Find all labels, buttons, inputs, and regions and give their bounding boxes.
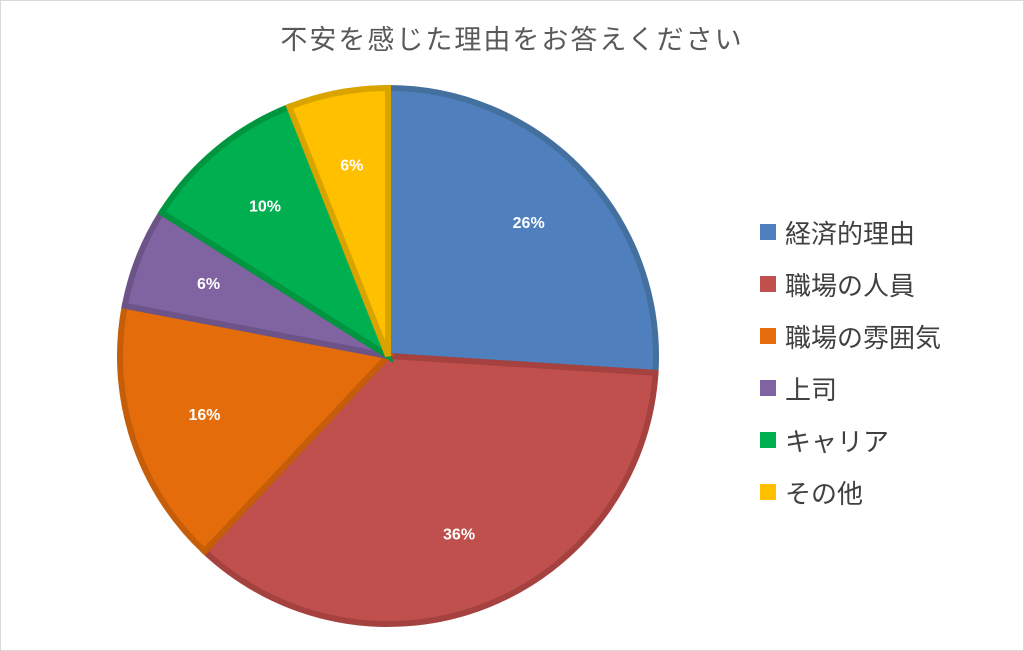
legend-item: その他 xyxy=(760,466,1020,518)
data-label: 26% xyxy=(513,215,545,232)
data-label: 10% xyxy=(249,199,281,216)
pie-slice xyxy=(117,302,394,556)
pie-slice xyxy=(285,84,391,358)
legend-item: キャリア xyxy=(760,414,1020,466)
legend-item: 職場の人員 xyxy=(760,258,1020,310)
legend-swatch xyxy=(760,276,776,292)
data-label: 16% xyxy=(188,407,220,424)
pie-slice xyxy=(385,84,659,377)
legend-swatch xyxy=(760,328,776,344)
legend-label: 上司 xyxy=(785,375,838,406)
legend-swatch xyxy=(760,380,776,396)
pie-slice xyxy=(200,352,659,627)
data-label: 36% xyxy=(443,527,475,544)
legend: 経済的理由 職場の人員 職場の雰囲気 上司 キャリア その他 xyxy=(760,206,1020,518)
data-label: 6% xyxy=(340,158,363,175)
legend-item: 上司 xyxy=(760,362,1020,414)
legend-label: 職場の雰囲気 xyxy=(785,323,942,354)
legend-item: 職場の雰囲気 xyxy=(760,310,1020,362)
data-label: 6% xyxy=(197,276,220,293)
legend-label: 職場の人員 xyxy=(785,271,916,302)
legend-swatch xyxy=(760,224,776,240)
legend-swatch xyxy=(760,484,776,500)
legend-label: キャリア xyxy=(785,427,890,458)
chart-title: 不安を感じた理由をお答えください xyxy=(280,25,744,56)
legend-label: その他 xyxy=(785,479,864,510)
pie-slice xyxy=(157,102,395,364)
legend-label: 経済的理由 xyxy=(785,219,916,250)
legend-item: 経済的理由 xyxy=(760,206,1020,258)
legend-swatch xyxy=(760,432,776,448)
